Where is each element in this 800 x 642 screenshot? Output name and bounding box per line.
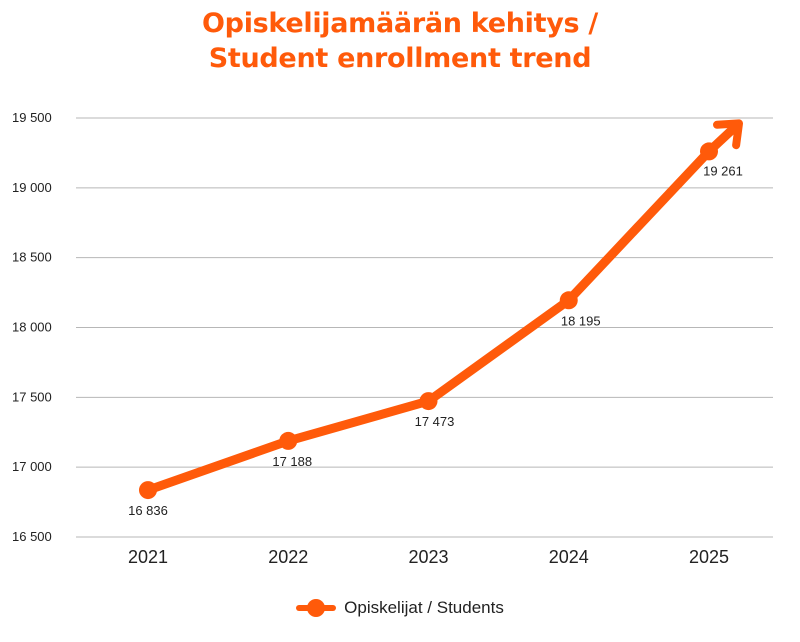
data-labels: 16 836 17 188 17 473 18 195 19 261 [128,163,743,518]
data-point [559,291,578,310]
data-label: 18 195 [561,313,601,328]
y-tick-label: 16 500 [12,529,52,544]
data-point [279,431,298,450]
chart-title-line-2: Student enrollment trend [208,43,592,74]
trend-arrow-head-icon [713,119,743,150]
series-line [143,146,714,495]
x-tick-label: 2022 [268,547,308,567]
data-series [139,119,743,500]
y-tick-label: 19 000 [12,180,52,195]
data-label: 19 261 [703,163,743,178]
data-point [139,481,157,500]
x-tick-label: 2024 [549,547,589,567]
legend-item: Opiskelijat / Students [296,598,504,618]
y-tick-label: 17 500 [12,389,52,404]
legend-label: Opiskelijat / Students [344,598,504,617]
data-label: 17 473 [415,414,455,429]
legend: Opiskelijat / Students [0,598,800,622]
x-tick-label: 2025 [689,547,729,567]
y-tick-label: 18 500 [12,250,52,265]
data-point [419,392,438,411]
y-tick-label: 18 000 [12,320,52,335]
chart-title-line-1: Opiskelijamäärän kehitys / [202,8,598,39]
x-tick-label: 2023 [408,547,448,567]
x-axis: 2021 2022 2023 2024 2025 [128,547,729,567]
data-label: 17 188 [272,454,312,469]
y-tick-label: 19 500 [12,110,52,125]
data-label: 16 836 [128,503,168,518]
x-tick-label: 2021 [128,547,168,567]
y-axis: 16 500 17 000 17 500 18 000 18 500 19 000 19 5… [12,110,52,544]
chart-title: Opiskelijamäärän kehitys / Student enrol… [0,6,800,76]
data-point [700,142,718,161]
legend-swatch-icon [296,598,337,618]
y-tick-label: 17 000 [12,459,52,474]
